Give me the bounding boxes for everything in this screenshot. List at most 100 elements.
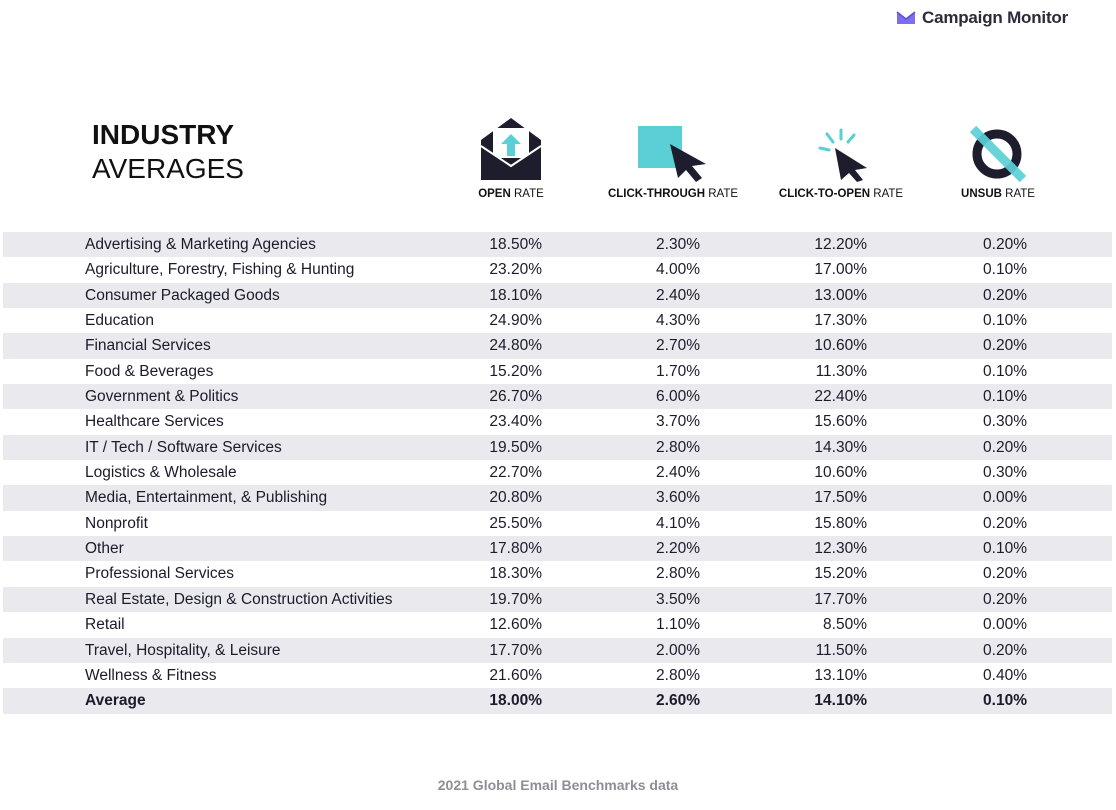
table-row: Food & Beverages 15.20% 1.70% 11.30% 0.10% [3, 359, 1112, 384]
click-through-rate-value: 2.80% [656, 565, 700, 583]
open-rate-value: 19.50% [489, 438, 542, 456]
click-through-rate-value: 2.80% [656, 438, 700, 456]
unsub-rate-value: 0.20% [983, 641, 1027, 659]
click-to-open-rate-value: 17.50% [814, 489, 867, 507]
brand: Campaign Monitor [896, 8, 1068, 28]
table-row: Healthcare Services 23.40% 3.70% 15.60% 0.30… [3, 409, 1112, 434]
click-through-rate-value: 2.30% [656, 236, 700, 253]
click-to-open-rate-value: 12.20% [814, 236, 867, 253]
open-rate-value: 24.80% [489, 337, 542, 355]
footer-note: 2021 Global Email Benchmarks data [437, 777, 679, 793]
industry-name: Financial Services [85, 337, 211, 355]
open-rate-value: 23.40% [489, 413, 542, 431]
click-through-rate-value: 4.30% [656, 312, 700, 330]
industry-name: Government & Politics [85, 388, 239, 406]
unsub-rate-value: 0.00% [983, 489, 1027, 507]
table-row: Government & Politics 26.70% 6.00% 22.40% 0.… [3, 384, 1112, 410]
click-to-open-rate-value: 15.60% [814, 413, 867, 431]
click-through-rate-value: 2.70% [656, 337, 700, 355]
cursor-click-box-icon [638, 126, 706, 182]
table-row: Professional Services 18.30% 2.80% 15.20% 0.… [3, 561, 1112, 586]
open-rate-value: 25.50% [489, 514, 542, 532]
open-rate-value: 18.00% [489, 692, 542, 710]
unsub-rate-value: 0.10% [983, 692, 1027, 710]
click-through-rate-value: 3.50% [656, 590, 700, 608]
unsubscribe-circle-slash-icon [969, 125, 1027, 182]
table-row: Financial Services 24.80% 2.70% 10.60% 0.20% [3, 333, 1112, 359]
header-click-to-open-rate: CLICK-TO-OPEN RATE [741, 110, 941, 200]
unsub-rate-value: 0.30% [983, 464, 1027, 482]
open-rate-value: 18.50% [489, 236, 542, 253]
open-rate-value: 18.30% [489, 565, 542, 583]
benchmark-table: Advertising & Marketing Agencies 18.50% 2.… [3, 232, 1112, 714]
click-to-open-rate-value: 17.00% [814, 261, 867, 279]
unsub-rate-value: 0.40% [983, 666, 1027, 684]
click-to-open-rate-value: 17.70% [814, 590, 867, 608]
header-open-rate-label: OPEN RATE [478, 188, 544, 200]
industry-name: Average [85, 692, 146, 710]
click-through-rate-value: 4.00% [656, 261, 700, 279]
click-to-open-rate-value: 12.30% [814, 540, 867, 558]
click-to-open-rate-value: 13.10% [814, 666, 867, 684]
table-row: Logistics & Wholesale 22.70% 2.40% 10.60% 0.… [3, 460, 1112, 485]
click-to-open-rate-value: 11.30% [815, 362, 867, 380]
open-envelope-icon [480, 118, 542, 180]
industry-name: Media, Entertainment, & Publishing [85, 489, 328, 507]
open-rate-value: 18.10% [489, 286, 542, 304]
cursor-sparkle-icon [818, 128, 867, 182]
click-through-rate-value: 3.60% [656, 489, 700, 507]
industry-name: Professional Services [85, 565, 235, 583]
click-through-rate-value: 1.10% [656, 616, 700, 634]
industry-name: Other [85, 540, 124, 558]
header-click-through-rate-label: CLICK-THROUGH RATE [607, 188, 739, 200]
click-to-open-rate-value: 8.50% [823, 616, 867, 634]
industry-name: Agriculture, Forestry, Fishing & Hunting [85, 261, 355, 279]
open-rate-value: 21.60% [489, 666, 542, 684]
table-row: Media, Entertainment, & Publishing 20.80%… [3, 485, 1112, 511]
open-rate-value: 24.90% [489, 312, 542, 330]
click-to-open-rate-value: 10.60% [814, 464, 867, 482]
table-row: Agriculture, Forestry, Fishing & Hunting… [3, 257, 1112, 282]
unsub-rate-value: 0.20% [983, 438, 1027, 456]
brand-name: Campaign Monitor [922, 8, 1069, 27]
industry-name: Healthcare Services [85, 413, 224, 431]
unsub-rate-value: 0.10% [983, 540, 1027, 558]
table-row: Nonprofit 25.50% 4.10% 15.80% 0.20% [3, 511, 1112, 536]
click-through-rate-value: 2.40% [656, 464, 700, 482]
table-row: Advertising & Marketing Agencies 18.50% 2.… [3, 232, 1112, 258]
open-rate-value: 19.70% [489, 590, 542, 608]
table-row: IT / Tech / Software Services 19.50% 2.80%… [3, 434, 1112, 461]
click-to-open-rate-value: 17.30% [814, 312, 867, 330]
open-rate-value: 12.60% [489, 616, 542, 634]
industry-name: Travel, Hospitality, & Leisure [85, 641, 281, 659]
industry-name: Food & Beverages [85, 362, 214, 380]
table-row: Wellness & Fitness 21.60% 2.80% 13.10% 0.40% [3, 663, 1112, 688]
industry-name: Wellness & Fitness [85, 666, 217, 684]
table-row: Retail 12.60% 1.10% 8.50% 0.00% [3, 612, 1112, 637]
average-row: Average 18.00% 2.60% 14.10% 0.10% [3, 688, 1112, 714]
unsub-rate-value: 0.20% [983, 565, 1027, 583]
open-rate-value: 17.80% [489, 540, 542, 558]
title-line-1: INDUSTRY [92, 119, 235, 150]
header-unsub-rate: UNSUB RATE [898, 110, 1098, 200]
industry-name: Logistics & Wholesale [85, 464, 237, 482]
click-through-rate-value: 3.70% [656, 413, 700, 431]
industry-name: Real Estate, Design & Construction Activ… [85, 590, 393, 608]
unsub-rate-value: 0.20% [983, 236, 1027, 253]
table-row: Real Estate, Design & Construction Activ… [3, 586, 1112, 613]
header-unsub-rate-label: UNSUB RATE [961, 188, 1035, 200]
click-through-rate-value: 2.80% [656, 666, 700, 684]
unsub-rate-value: 0.20% [983, 286, 1027, 304]
open-rate-value: 26.70% [489, 388, 542, 406]
industry-name: Retail [85, 616, 125, 634]
click-through-rate-value: 6.00% [656, 388, 700, 406]
campaign-monitor-logo-icon [896, 11, 916, 24]
click-to-open-rate-value: 15.80% [814, 514, 867, 532]
open-rate-value: 15.20% [489, 362, 542, 380]
click-to-open-rate-value: 10.60% [814, 337, 867, 355]
table-row: Education 24.90% 4.30% 17.30% 0.10% [3, 308, 1112, 333]
industry-name: Nonprofit [85, 514, 148, 532]
table-row: Other 17.80% 2.20% 12.30% 0.10% [3, 536, 1112, 562]
title-line-2: AVERAGES [92, 153, 244, 184]
open-rate-value: 17.70% [489, 641, 542, 659]
